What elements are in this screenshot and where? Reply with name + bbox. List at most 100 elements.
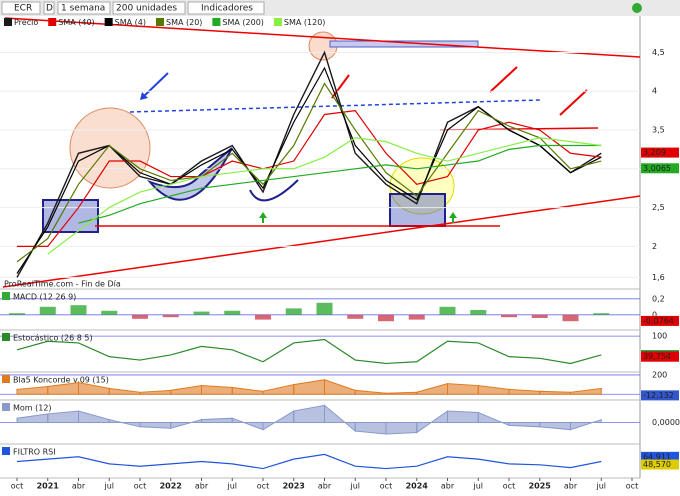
trend-line: [2, 195, 641, 288]
bar: [101, 310, 118, 315]
legend-label: SMA (4): [115, 18, 146, 27]
legend-label: SMA (40): [58, 18, 94, 27]
bar: [316, 302, 333, 315]
price-label-box: [641, 163, 679, 174]
bar: [439, 306, 456, 315]
period[interactable]: 1 semana: [61, 4, 105, 14]
x-tick-label: jul: [595, 482, 606, 491]
y-tick-label: 100: [652, 332, 667, 341]
legend-swatch: [273, 18, 282, 26]
data-line: [16, 338, 602, 365]
x-tick-label: oct: [134, 482, 146, 491]
panel-title: Estocástico (26 8 5): [13, 334, 93, 343]
x-tick-label: abr: [318, 482, 332, 491]
legend-label: SMA (120): [284, 18, 326, 27]
area-segment: [447, 383, 479, 395]
bar: [347, 314, 364, 319]
bar: [470, 310, 487, 315]
legend-swatch: [212, 18, 221, 26]
data-line: [47, 137, 602, 255]
x-tick-label: jul: [472, 482, 483, 491]
bar: [255, 314, 271, 320]
x-tick-label: jul: [349, 482, 360, 491]
buy-arrow: [449, 212, 457, 223]
y-tick-label: 200: [652, 370, 667, 379]
zone-box: [329, 40, 479, 48]
x-tick-label: 2024: [406, 482, 429, 491]
area-segment: [201, 385, 233, 395]
symbol[interactable]: ECR: [14, 4, 32, 14]
zone-box: [42, 199, 99, 233]
bar: [501, 314, 517, 318]
legend-swatch: [104, 18, 113, 26]
bar: [378, 314, 394, 322]
toolbar: ECR D 1 semana 200 unidades Indicadores: [0, 0, 680, 16]
x-tick-label: oct: [257, 482, 269, 491]
x-tick-label: abr: [195, 482, 209, 491]
pattern-arc: [146, 147, 233, 201]
legend-swatch: [48, 18, 57, 26]
symbol-box[interactable]: [1, 1, 41, 15]
panel-title-bg: [2, 292, 10, 300]
area-segment: [385, 422, 418, 435]
panel-title: Bla5 Koncorde v.09 (15): [13, 376, 109, 385]
x-tick-label: 2025: [529, 482, 552, 491]
x-tick-label: jul: [226, 482, 237, 491]
bar: [562, 314, 579, 322]
area-segment: [447, 410, 479, 423]
legend-swatch: [4, 18, 12, 26]
legend-label: SMA (200): [222, 18, 264, 27]
x-tick-label: oct: [380, 482, 392, 491]
arrow-head: [140, 92, 148, 100]
price-label: 3,209: [643, 148, 666, 157]
y-tick-label: 0: [652, 310, 657, 319]
period-box[interactable]: [57, 1, 111, 15]
bar: [132, 314, 148, 319]
price-label-box: [641, 459, 679, 470]
price-label: 48,570: [643, 460, 671, 469]
x-tick-label: abr: [72, 482, 86, 491]
bar: [285, 308, 302, 315]
legend-swatch: [155, 18, 164, 26]
mode[interactable]: D: [46, 4, 53, 14]
panel-title-bg: [2, 447, 10, 455]
y-tick-label: 4: [652, 87, 657, 96]
panel-title: FILTRO RSI: [13, 448, 56, 457]
area-segment: [570, 418, 602, 431]
neckline: [129, 99, 541, 113]
bar: [408, 314, 425, 320]
bar: [39, 306, 56, 315]
y-tick-label: 0,0000: [652, 418, 680, 427]
highlight-circle: [69, 107, 151, 189]
mode-box[interactable]: [43, 1, 55, 15]
y-tick-label: 0,2: [652, 294, 665, 303]
panel-title-bg: [2, 333, 10, 341]
annotations: [2, 17, 641, 288]
x-tick-label: oct: [11, 482, 23, 491]
price-label-box: [641, 451, 679, 462]
area-segment: [570, 387, 602, 395]
x-tick-label: 2023: [283, 482, 305, 491]
price-label-box: [641, 390, 679, 401]
x-tick-label: abr: [564, 482, 578, 491]
x-tick-label: abr: [441, 482, 455, 491]
x-tick-label: oct: [503, 482, 515, 491]
data-line: [78, 144, 602, 224]
indicators[interactable]: Indicadores: [201, 4, 253, 14]
buy-arrow: [259, 212, 267, 223]
refresh-icon[interactable]: [632, 3, 642, 13]
legend-label: SMA (20): [166, 18, 202, 27]
y-tick-label: 1,6: [652, 273, 665, 282]
arrow: [489, 66, 518, 93]
indicators-box[interactable]: [187, 1, 265, 15]
price-label: -0,0764: [643, 316, 674, 325]
price-label: -12,132: [643, 391, 674, 400]
bar: [593, 313, 610, 315]
price-label-box: [641, 315, 679, 326]
units-box[interactable]: [112, 1, 186, 15]
x-tick-label: 2021: [37, 482, 60, 491]
price-label: 64,911: [643, 452, 671, 461]
y-tick-label: 2,5: [652, 203, 665, 212]
x-tick-label: oct: [626, 482, 638, 491]
units[interactable]: 200 unidades: [116, 4, 177, 14]
